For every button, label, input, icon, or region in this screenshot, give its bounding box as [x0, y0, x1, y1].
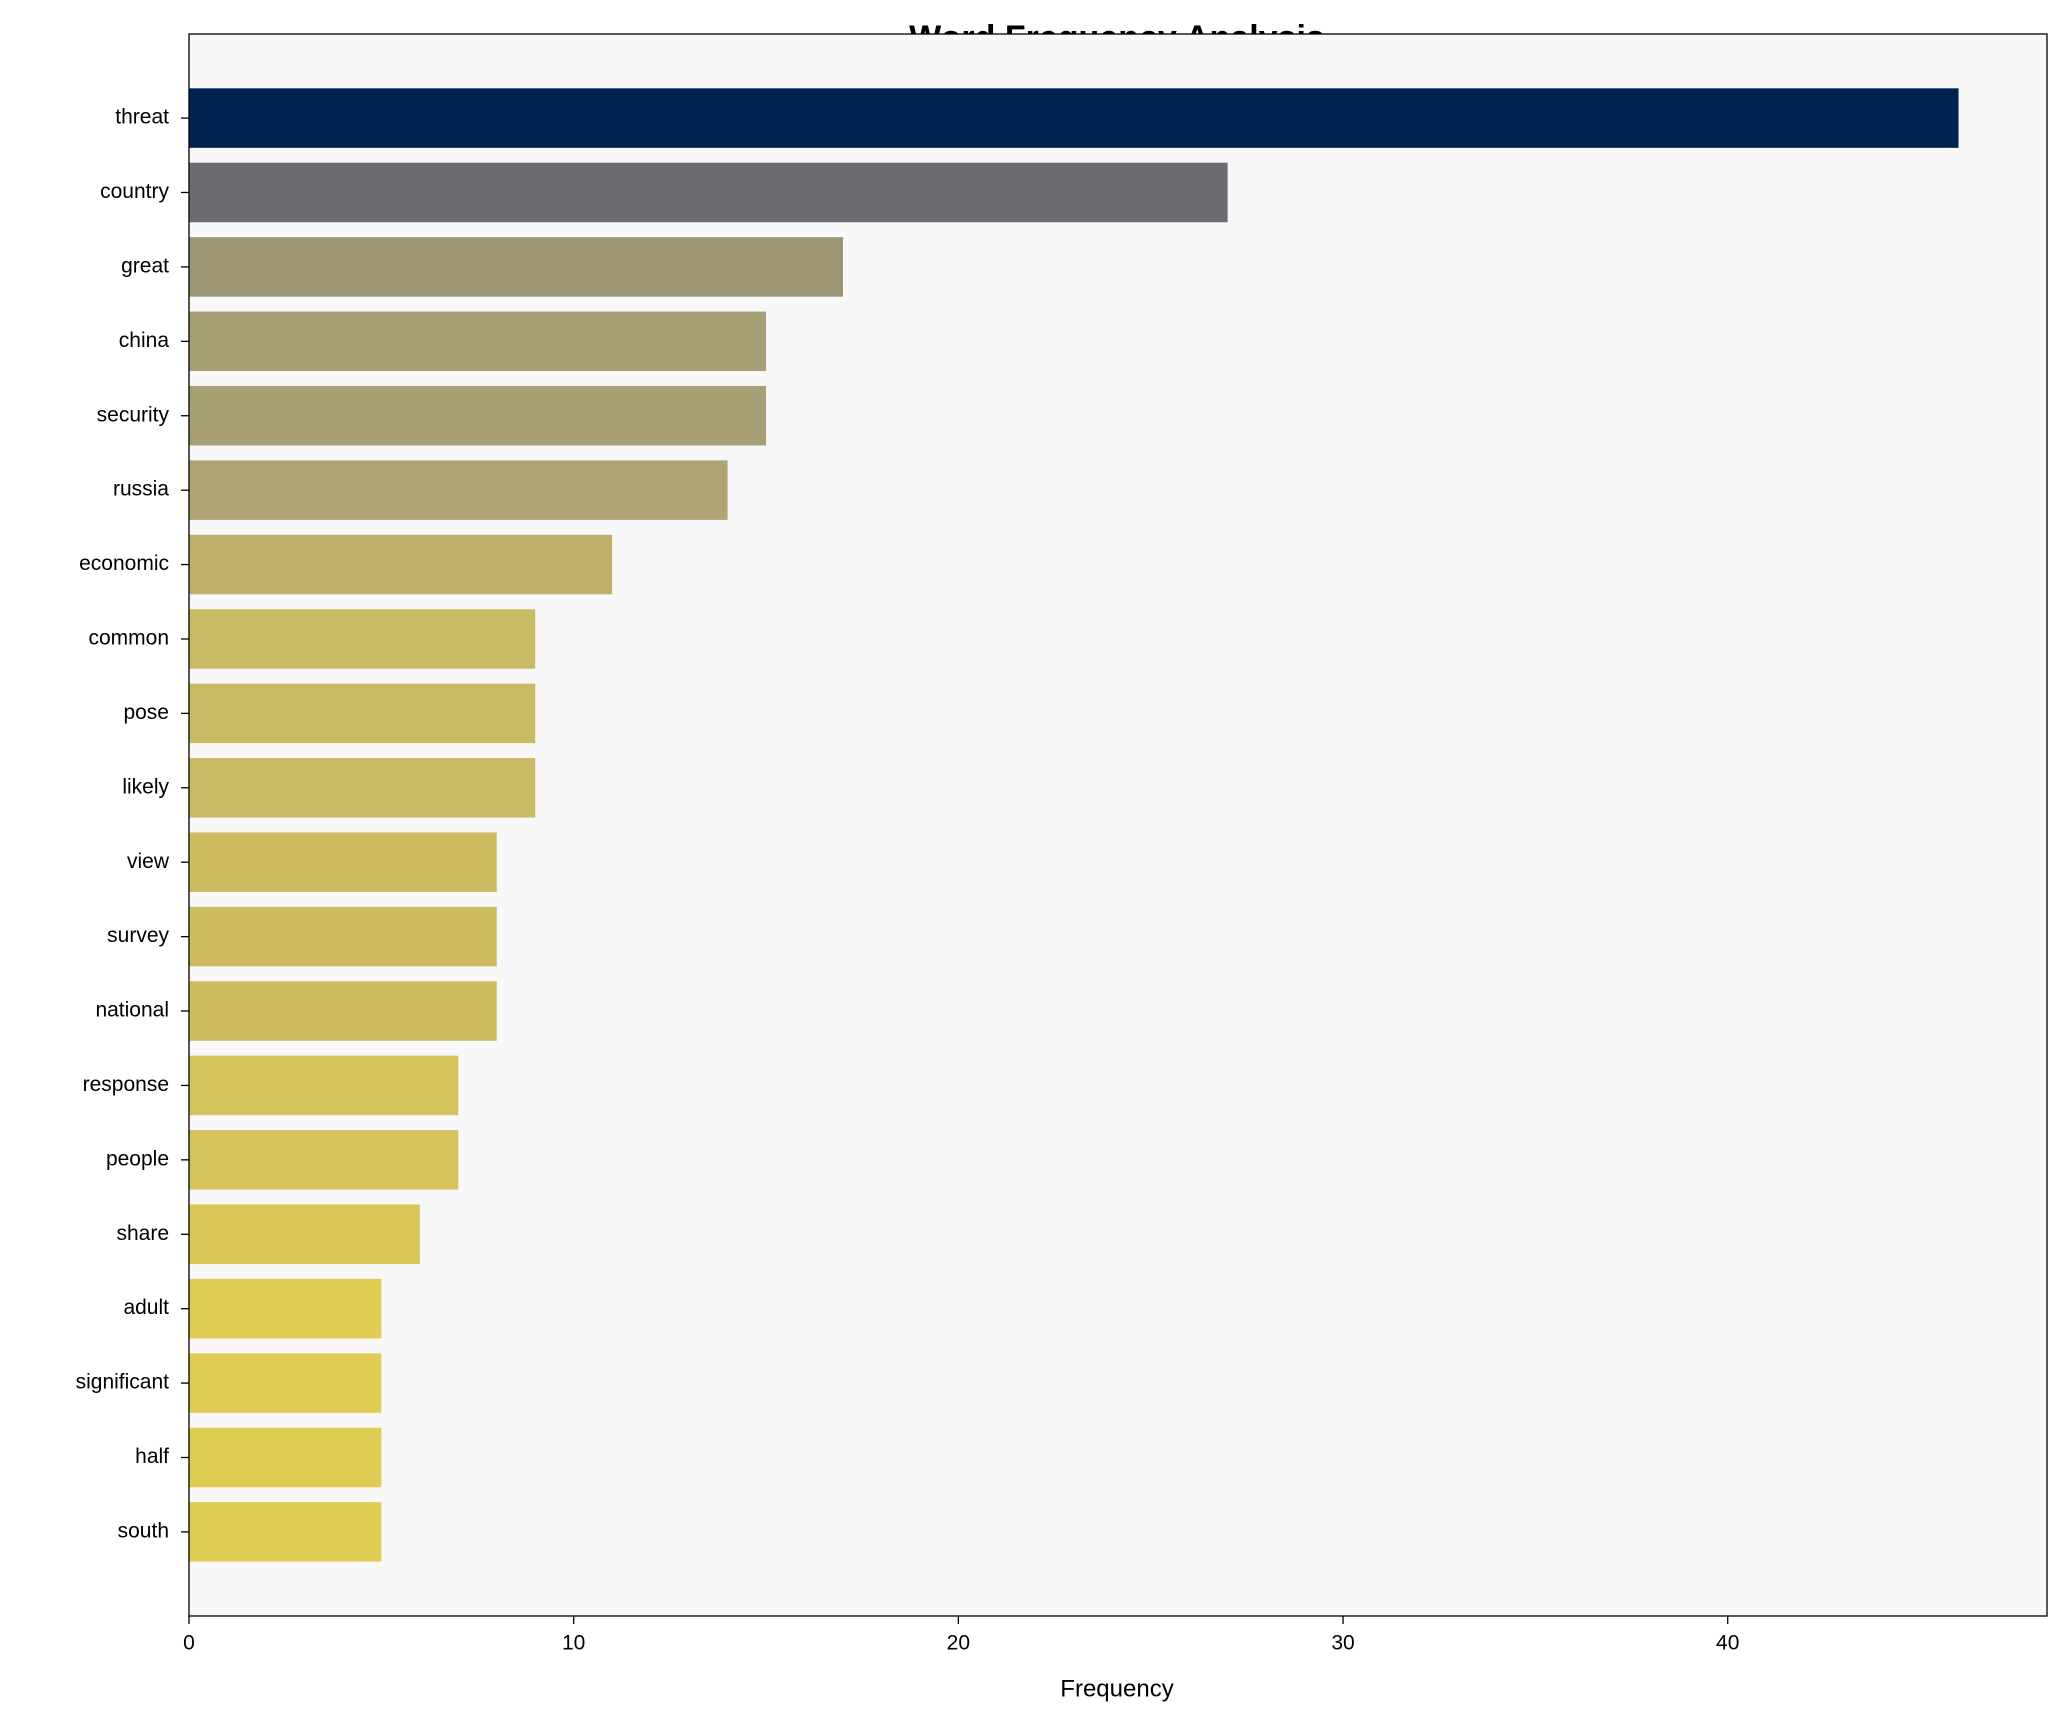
y-tick-label: security: [97, 403, 170, 426]
y-tick-label: share: [116, 1222, 169, 1245]
bar: [189, 1278, 382, 1339]
x-axis-label: Frequency: [1060, 1675, 1173, 1702]
bar: [189, 1204, 420, 1265]
x-tick-label: 40: [1716, 1632, 1739, 1655]
bar: [189, 981, 497, 1041]
y-tick-label: pose: [123, 701, 169, 724]
y-tick-label: response: [83, 1073, 169, 1096]
y-tick-label: survey: [107, 924, 169, 947]
y-tick-label: view: [127, 850, 170, 873]
y-tick-label: china: [119, 329, 170, 352]
bar: [189, 1130, 459, 1190]
y-tick-label: adult: [123, 1296, 169, 1319]
y-tick-label: threat: [115, 106, 169, 129]
x-tick-label: 20: [947, 1632, 970, 1655]
bar: [189, 237, 843, 297]
bar: [189, 88, 1959, 148]
bar: [189, 1055, 459, 1116]
y-tick-label: national: [95, 999, 169, 1022]
x-tick-label: 10: [562, 1632, 585, 1655]
bar: [189, 832, 497, 892]
bar: [189, 311, 767, 372]
x-tick-label: 0: [183, 1632, 195, 1655]
y-tick-label: economic: [79, 552, 169, 575]
y-tick-label: likely: [122, 775, 169, 798]
plot-background: [189, 34, 2047, 1616]
y-tick-label: russia: [113, 478, 169, 501]
y-tick-label: great: [121, 254, 169, 277]
y-tick-label: people: [106, 1147, 169, 1170]
y-tick-label: half: [135, 1445, 169, 1468]
x-tick-label: 30: [1331, 1632, 1354, 1655]
bar: [189, 1427, 382, 1488]
bar: [189, 385, 767, 446]
bar: [189, 609, 536, 669]
bar: [189, 1502, 382, 1562]
y-tick-label: significant: [76, 1371, 170, 1394]
bar: [189, 906, 497, 967]
y-tick-label: country: [100, 180, 169, 203]
y-tick-label: south: [118, 1519, 169, 1542]
plot-border: [188, 33, 2048, 1617]
bar: [189, 683, 536, 744]
bar: [189, 1353, 382, 1413]
bar: [189, 460, 728, 520]
y-tick-label: common: [88, 627, 169, 650]
bar: [189, 534, 613, 595]
bar: [189, 758, 536, 818]
bar: [189, 162, 1228, 223]
